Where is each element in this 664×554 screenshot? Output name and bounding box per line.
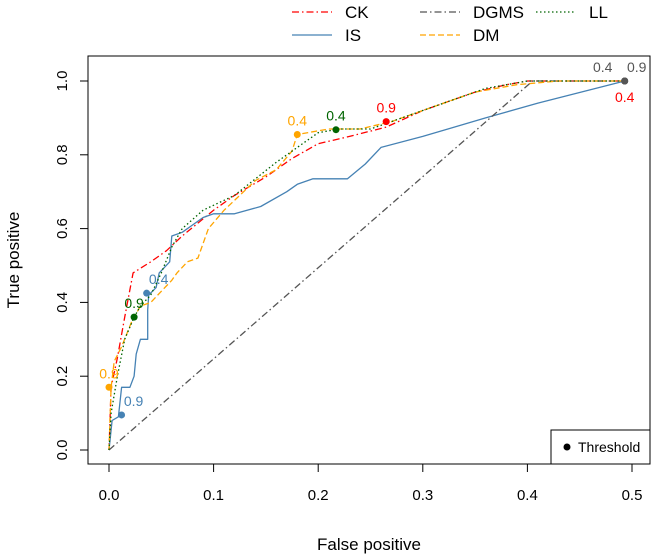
- threshold-label-ll: 0.4: [326, 108, 346, 124]
- threshold-label-is: 0.4: [149, 271, 169, 287]
- threshold-label-ck: 0.9: [376, 100, 396, 116]
- legend-label-dgms: DGMS: [473, 3, 524, 22]
- legend-label-dm: DM: [473, 26, 499, 45]
- threshold-point-is: [143, 289, 151, 297]
- y-tick-label: 0.4: [54, 292, 71, 313]
- x-axis-title: False positive: [317, 535, 421, 554]
- x-tick-label: 0.3: [412, 487, 433, 504]
- threshold-point-is: [118, 411, 126, 419]
- threshold-label-is: 0.9: [124, 393, 144, 409]
- y-tick-label: 0.0: [54, 440, 71, 461]
- y-tick-label: 0.8: [54, 144, 71, 165]
- threshold-point-ll: [130, 313, 138, 321]
- threshold-label-ck: 0.4: [615, 89, 635, 105]
- threshold-point-dm: [293, 131, 301, 139]
- threshold-label-dm: 0.9: [99, 365, 119, 381]
- threshold-point-ck: [382, 118, 390, 126]
- x-tick-label: 0.4: [517, 487, 538, 504]
- threshold-legend-label: Threshold: [578, 439, 640, 455]
- series-line-ll: [108, 80, 625, 451]
- x-tick-label: 0.2: [308, 487, 329, 504]
- legend-label-ck: CK: [345, 3, 369, 22]
- series-line-ck: [108, 80, 625, 451]
- plot-frame: [87, 55, 651, 465]
- threshold-layer: 0.90.40.90.40.4 0.90.90.40.90.4: [99, 59, 647, 419]
- x-tick-label: 0.1: [203, 487, 224, 504]
- legend: CK IS DGMS DM LL: [292, 3, 608, 45]
- legend-label-ll: LL: [589, 3, 608, 22]
- x-tick-label: 0.5: [622, 487, 643, 504]
- series-line-dgms: [108, 80, 625, 451]
- threshold-point-dm: [105, 383, 113, 391]
- legend-label-is: IS: [345, 26, 361, 45]
- y-axis-title: True positive: [4, 212, 23, 309]
- threshold-label-dgms: 0.9: [627, 59, 647, 75]
- y-tick-label: 1.0: [54, 71, 71, 92]
- threshold-legend-dot: [563, 443, 571, 451]
- y-tick-label: 0.6: [54, 218, 71, 239]
- series-layer: [108, 80, 625, 451]
- threshold-label-dm: 0.4: [288, 113, 308, 129]
- axes: 0.0 0.1 0.2 0.3 0.4 0.5 0.0 0.2 0.4 0.6 0.8 1.0: [54, 71, 642, 504]
- threshold-label-ll: 0.9: [124, 295, 144, 311]
- threshold-label-dgms: 0.4: [593, 59, 613, 75]
- threshold-point-dgms: [621, 77, 629, 85]
- x-tick-label: 0.0: [99, 487, 120, 504]
- threshold-point-ll: [332, 126, 340, 134]
- y-tick-label: 0.2: [54, 366, 71, 387]
- series-line-dm: [108, 80, 625, 451]
- threshold-legend: Threshold: [550, 429, 651, 465]
- series-line-is: [108, 80, 625, 451]
